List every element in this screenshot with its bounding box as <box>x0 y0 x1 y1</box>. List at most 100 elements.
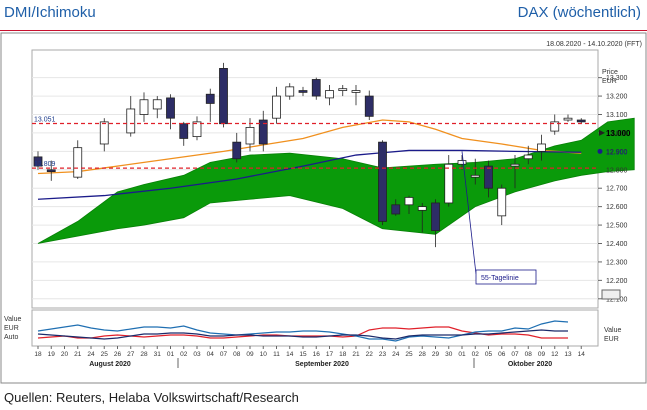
month-label: Oktober 2020 <box>508 361 552 368</box>
y-axis-title: EUR <box>602 78 617 85</box>
x-tick-label: 05 <box>485 351 493 358</box>
y-tick-label: 12.500 <box>606 223 628 230</box>
x-tick-label: 27 <box>127 351 135 358</box>
candle <box>272 95 281 119</box>
dmi-dark-line <box>37 329 568 340</box>
candle <box>46 169 56 173</box>
candle <box>510 163 520 167</box>
annotation-pointer <box>461 151 477 275</box>
green-line-marker <box>597 167 603 173</box>
candle <box>364 95 374 117</box>
x-tick-label: 06 <box>498 351 506 358</box>
x-tick-label: 04 <box>207 351 215 358</box>
dmi-left-label: EUR <box>4 325 19 332</box>
dmi-indicator: Value EUR Auto Value EUR <box>4 316 621 343</box>
dmi-left-label: Value <box>4 316 21 323</box>
month-label: September 2020 <box>295 361 349 368</box>
x-tick-label: 21 <box>74 351 82 358</box>
y-tick-label: 13.100 <box>606 112 628 119</box>
candle <box>537 143 546 152</box>
month-label: August 2020 <box>89 361 131 368</box>
x-tick-label: 19 <box>48 351 56 358</box>
annotation-box <box>475 269 537 285</box>
candle <box>391 204 401 215</box>
x-tick-label: 03 <box>193 351 201 358</box>
level-label: 12.809 <box>34 161 56 168</box>
x-tick-label: 11 <box>273 351 280 358</box>
x-tick-label: 25 <box>101 351 109 358</box>
x-tick-label: 14 <box>578 351 586 358</box>
candle <box>179 123 189 139</box>
x-tick-label: 09 <box>538 351 546 358</box>
x-tick-label: 17 <box>326 351 334 358</box>
candle <box>457 160 467 165</box>
x-tick-label: 07 <box>220 351 228 358</box>
candle <box>232 141 242 160</box>
candle <box>576 119 586 123</box>
auto-button <box>601 289 621 300</box>
y-tick-label: 12.700 <box>606 186 628 193</box>
header-divider <box>0 30 647 31</box>
x-tick-label: 08 <box>525 351 533 358</box>
x-tick-label: 31 <box>154 351 162 358</box>
x-tick-label: 12 <box>551 351 559 358</box>
candle <box>523 154 533 160</box>
y-tick-label: 12.200 <box>606 278 628 285</box>
candle <box>325 90 334 99</box>
y-tick-label: 12.300 <box>606 259 628 266</box>
x-tick-label: 07 <box>511 351 519 358</box>
blue-55-day-line <box>37 149 582 200</box>
candle <box>338 88 348 91</box>
x-tick-label: 29 <box>432 351 440 358</box>
x-tick-label: 10 <box>260 351 268 358</box>
x-tick-label: 01 <box>458 351 466 358</box>
x-tick-label: 28 <box>419 351 427 358</box>
y-axis: 13.300 13.200 13.100 13.000 12.900 12.800 12.7… <box>597 69 631 303</box>
y-tick-label: 13.200 <box>606 94 628 101</box>
y-tick-label: 12.400 <box>606 241 628 248</box>
x-tick-label: 24 <box>392 351 400 358</box>
candle <box>378 141 387 222</box>
x-tick-label: 18 <box>34 351 42 358</box>
y-tick-label: 12.100 <box>606 296 628 303</box>
price-marker <box>599 129 605 136</box>
candle <box>126 108 136 134</box>
candle <box>166 97 175 119</box>
candle <box>417 206 427 211</box>
x-tick-label: 09 <box>246 351 254 358</box>
candle <box>311 79 321 97</box>
candle <box>99 121 109 145</box>
ichimoku-cloud <box>37 117 635 244</box>
candle <box>192 121 202 138</box>
x-tick-label: 30 <box>445 351 453 358</box>
candle <box>285 86 295 97</box>
candle <box>550 121 560 132</box>
candle <box>470 174 480 178</box>
ichimoku-chart: 18.08.2020 - 14.10.2020 (FFT) 13.051 12.8… <box>0 32 647 384</box>
candle <box>258 119 268 145</box>
candle <box>431 202 440 231</box>
y-tick-label: 13.300 <box>606 75 628 82</box>
candle <box>404 197 414 206</box>
x-tick-label: 24 <box>87 351 95 358</box>
candle <box>497 187 507 217</box>
candle <box>152 99 162 110</box>
x-tick-label: 13 <box>564 351 572 358</box>
y-axis-title: Price <box>602 69 618 76</box>
x-tick-label: 26 <box>114 351 122 358</box>
x-tick-label: 28 <box>140 351 148 358</box>
dmi-panel <box>31 309 599 347</box>
x-tick-label: 20 <box>61 351 69 358</box>
x-tick-label: 02 <box>180 351 188 358</box>
x-tick-label: 23 <box>379 351 387 358</box>
dmi-right-label: Value <box>604 327 621 334</box>
orange-line <box>37 119 582 175</box>
x-tick-label: 14 <box>286 351 294 358</box>
x-tick-label: 22 <box>366 351 374 358</box>
date-range: 18.08.2020 - 14.10.2020 (FFT) <box>546 41 642 48</box>
x-tick-label: 21 <box>352 351 360 358</box>
y-tick-label: 12.800 <box>606 167 628 174</box>
y-tick-label: 13.000 <box>606 130 628 137</box>
dmi-right-label: EUR <box>604 336 619 343</box>
candle <box>351 90 361 93</box>
